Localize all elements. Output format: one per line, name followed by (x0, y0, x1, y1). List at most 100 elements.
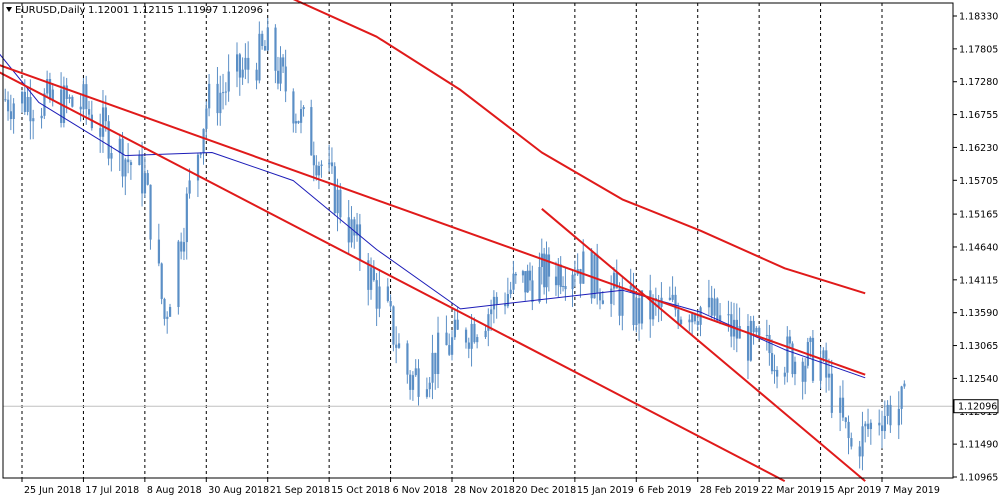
candle-body (417, 368, 420, 397)
candle-body (571, 274, 574, 290)
candle-body (107, 121, 110, 159)
x-tick-label: 21 Sep 2018 (270, 485, 330, 496)
candle-body (392, 306, 395, 345)
candle-body (850, 438, 853, 447)
candle-body (883, 415, 886, 432)
candle-body (378, 286, 381, 309)
candle-body (881, 425, 884, 432)
candle-body (166, 316, 169, 319)
candle-body (110, 153, 113, 159)
current-price-label: 1.12096 (958, 402, 997, 413)
candle-body (247, 57, 250, 70)
candle-body (858, 446, 861, 457)
candle-body (847, 421, 850, 439)
candle-body (903, 383, 906, 387)
candle-body (26, 96, 29, 112)
candle-body (559, 264, 562, 287)
x-tick-label: 15 Apr 2019 (823, 485, 882, 496)
candle-body (691, 313, 694, 323)
candle-body (889, 404, 892, 426)
candle-body (101, 107, 105, 137)
candle-body (292, 91, 295, 124)
candle-body (727, 314, 730, 316)
candle-body (71, 96, 74, 107)
trendline-lower-long-line (0, 71, 786, 482)
candle-body (707, 297, 711, 308)
candle-body (674, 294, 677, 310)
candle-body (356, 224, 359, 236)
candle-body (557, 264, 560, 286)
candle-body (801, 361, 804, 382)
candle-body (490, 309, 493, 315)
candle-body (827, 373, 831, 378)
candle-body (358, 224, 362, 261)
candle-body (467, 342, 470, 349)
y-tick-label: 1.13590 (959, 308, 998, 319)
candle-body (598, 293, 602, 301)
candle-body (386, 286, 389, 301)
time-axis: 25 Jun 2018 17 Jul 2018 8 Aug 2018 30 Aug 2… (21, 478, 940, 496)
y-tick-label: 1.13065 (959, 341, 998, 352)
candle-body (99, 128, 102, 137)
candles (4, 17, 906, 471)
candle-body (765, 334, 769, 336)
candle-body (258, 33, 261, 81)
candle-body (758, 327, 761, 336)
candle-body (652, 298, 655, 320)
y-tick-label: 1.16755 (959, 110, 998, 121)
candle-body (783, 372, 786, 377)
candle-body (451, 337, 454, 355)
candle-body (632, 285, 635, 326)
candle-body (333, 166, 336, 214)
candle-body (506, 294, 510, 307)
candle-body (350, 219, 353, 243)
candle-body (395, 344, 398, 348)
candle-body (512, 273, 515, 290)
candle-body (679, 319, 683, 325)
candle-body (540, 253, 543, 268)
candle-body (375, 280, 378, 309)
x-tick-label: 30 Aug 2018 (208, 485, 269, 496)
x-tick-label: 20 Dec 2018 (515, 485, 576, 496)
y-tick-label: 1.18330 (959, 12, 998, 23)
candle-body (82, 84, 85, 110)
candle-body (202, 128, 205, 154)
candle-body (773, 369, 776, 372)
candle-body (531, 280, 534, 303)
candle-body (320, 164, 323, 166)
plot-frame (2, 2, 954, 479)
symbol-label: EURUSD,Daily (15, 5, 86, 16)
candle-body (347, 217, 350, 243)
candle-body (543, 253, 546, 288)
candle-body (538, 267, 541, 303)
candle-body (437, 332, 440, 375)
candle-body (124, 159, 127, 177)
candle-body (786, 336, 789, 373)
candle-body (528, 270, 532, 281)
candle-body (716, 298, 719, 321)
candle-body (297, 121, 300, 123)
candle-body (185, 193, 188, 243)
candle-body (590, 251, 593, 299)
candle-body (428, 382, 431, 390)
candle-body (579, 269, 582, 284)
candle-body (40, 115, 43, 119)
triangle-down-icon[interactable] (6, 7, 12, 12)
candle-body (621, 288, 624, 316)
candle-body (521, 271, 525, 276)
candle-body (282, 57, 285, 67)
candle-body (688, 319, 691, 323)
candle-body (564, 286, 567, 290)
candle-body (68, 96, 71, 99)
candle-body (208, 83, 211, 109)
candle-body (768, 334, 771, 354)
candle-body (677, 309, 680, 325)
candle-body (861, 426, 864, 457)
candle-body (649, 290, 652, 320)
candle-body (456, 319, 459, 330)
x-tick-label: 22 Mar 2019 (761, 485, 821, 496)
candle-body (693, 313, 697, 322)
candle-body (448, 345, 451, 355)
candle-body (299, 109, 303, 123)
